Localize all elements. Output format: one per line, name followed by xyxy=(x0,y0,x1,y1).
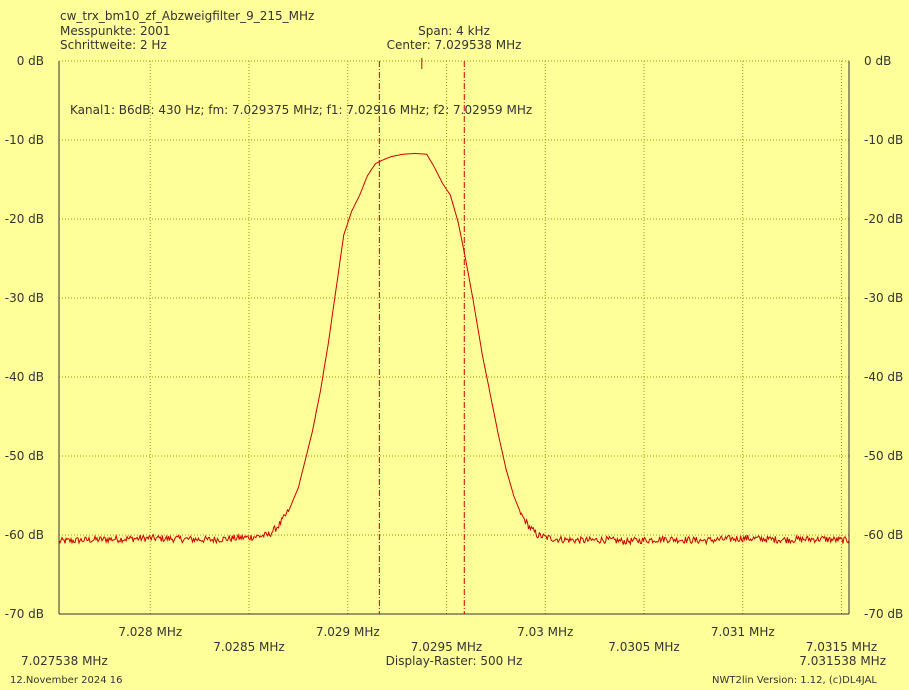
y-tick-label-left: 0 dB xyxy=(17,54,44,68)
x-tick-label: 7.031 MHz xyxy=(711,625,775,639)
start-frequency: 7.027538 MHz xyxy=(21,654,108,668)
y-tick-label-right: -30 dB xyxy=(864,291,903,305)
y-tick-label-right: 0 dB xyxy=(864,54,891,68)
y-tick-label-right: -60 dB xyxy=(864,528,903,542)
x-tick-label: 7.029 MHz xyxy=(316,625,380,639)
x-tick-label: 7.0285 MHz xyxy=(213,640,284,654)
end-frequency: 7.031538 MHz xyxy=(799,654,886,668)
points-label: Messpunkte: 2001 xyxy=(60,24,171,38)
y-tick-label-left: -30 dB xyxy=(5,291,44,305)
y-tick-label-left: -60 dB xyxy=(5,528,44,542)
x-tick-label: 7.0315 MHz xyxy=(806,640,877,654)
y-tick-label-left: -10 dB xyxy=(5,133,44,147)
y-tick-label-right: -40 dB xyxy=(864,370,903,384)
y-tick-label-left: -40 dB xyxy=(5,370,44,384)
x-tick-label: 7.0295 MHz xyxy=(411,640,482,654)
step-label: Schrittweite: 2 Hz xyxy=(60,38,167,52)
sweep-title: cw_trx_bm10_zf_Abzweigfilter_9_215_MHz xyxy=(60,9,315,23)
x-tick-label: 7.0305 MHz xyxy=(608,640,679,654)
y-tick-label-right: -20 dB xyxy=(864,212,903,226)
display-raster: Display-Raster: 500 Hz xyxy=(385,654,523,668)
trace-series-0 xyxy=(58,152,850,547)
y-tick-label-left: -70 dB xyxy=(5,607,44,621)
version-label: NWT2lin Version: 1.12, (c)DL4JAL xyxy=(712,675,877,686)
y-tick-label-right: -50 dB xyxy=(864,449,903,463)
center-label: Center: 7.029538 MHz xyxy=(386,38,522,52)
x-tick-label: 7.028 MHz xyxy=(118,625,182,639)
y-tick-label-right: -70 dB xyxy=(864,607,903,621)
marker-annotation: Kanal1: B6dB: 430 Hz; fm: 7.029375 MHz; … xyxy=(70,103,533,117)
y-tick-label-right: -10 dB xyxy=(864,133,903,147)
span-label: Span: 4 kHz xyxy=(418,24,490,38)
x-tick-label: 7.03 MHz xyxy=(517,625,573,639)
date-label: 12.November 2024 16 xyxy=(10,675,123,686)
y-tick-label-left: -50 dB xyxy=(5,449,44,463)
y-tick-label-left: -20 dB xyxy=(5,212,44,226)
